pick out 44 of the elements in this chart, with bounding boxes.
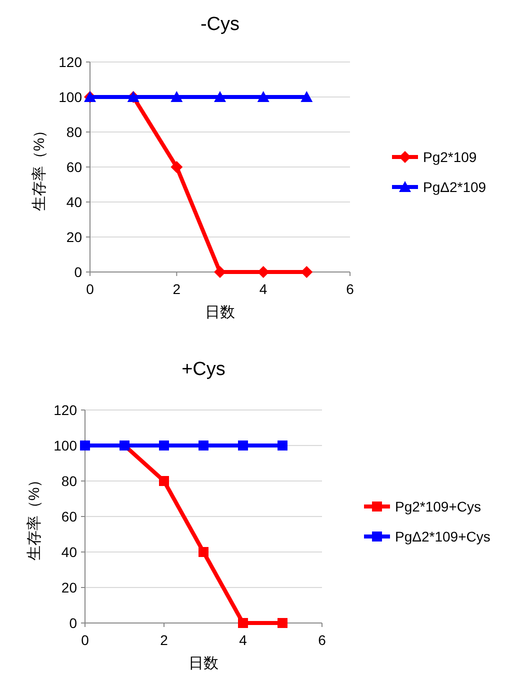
point (159, 440, 169, 450)
point (238, 440, 248, 450)
chart-title: +Cys (182, 359, 226, 380)
point (198, 547, 208, 557)
point (278, 618, 288, 628)
point (214, 91, 226, 102)
x-tick-label: 0 (86, 281, 94, 297)
y-tick-label: 120 (54, 402, 78, 418)
y-tick-label: 100 (58, 89, 82, 105)
y-tick-label: 0 (69, 615, 78, 631)
y-tick-label: 60 (66, 159, 82, 175)
chart-title: -Cys (200, 14, 240, 35)
legend-label: PgΔ2*109 (423, 179, 486, 195)
y-tick-label: 20 (66, 229, 82, 245)
y-tick-label: 80 (66, 124, 82, 140)
point (170, 91, 183, 102)
point (159, 476, 169, 486)
y-tick-label: 40 (66, 194, 82, 210)
x-tick-label: 2 (160, 632, 168, 648)
x-tick-label: 6 (318, 632, 326, 648)
x-axis-title: 日数 (188, 655, 218, 672)
y-tick-label: 80 (61, 473, 78, 489)
y-tick-label: 40 (61, 544, 78, 560)
point (257, 91, 270, 102)
point (278, 440, 288, 450)
legend-label: Pg2*109 (423, 149, 477, 165)
point (238, 618, 248, 628)
y-tick-label: 0 (74, 264, 82, 280)
y-tick-label: 60 (61, 508, 78, 524)
point (300, 91, 313, 102)
y-tick-label: 100 (54, 438, 78, 454)
x-tick-label: 4 (259, 281, 268, 297)
y-tick-label: 20 (61, 580, 78, 596)
x-axis-title: 日数 (205, 304, 235, 321)
x-tick-label: 2 (172, 281, 181, 297)
legend-label: PgΔ2*109+Cys (395, 528, 490, 544)
point (170, 161, 183, 173)
x-tick-label: 6 (346, 281, 354, 297)
y-axis-title: 生存率（%） (26, 472, 43, 561)
y-axis-title: 生存率（%） (31, 122, 48, 212)
y-tick-label: 120 (58, 54, 82, 70)
legend-label: Pg2*109+Cys (395, 498, 482, 514)
point (198, 440, 208, 450)
x-tick-label: 4 (239, 632, 248, 648)
